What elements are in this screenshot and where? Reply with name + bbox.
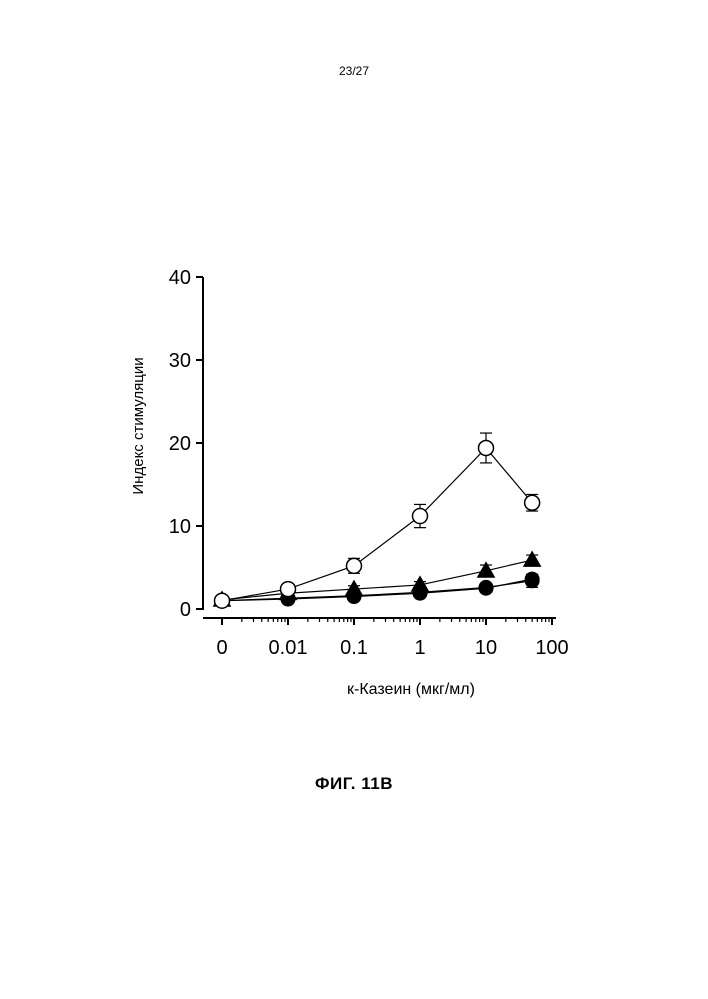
data-point-open-circle (413, 509, 428, 524)
x-tick-label: 0.01 (269, 637, 308, 659)
data-point-filled-circle (525, 574, 539, 588)
data-point-open-circle (281, 582, 296, 597)
y-tick-label: 40 (169, 267, 191, 289)
x-tick-label: 0.1 (340, 637, 368, 659)
series-line (222, 448, 532, 601)
data-point-filled-triangle (346, 581, 363, 596)
x-tick-label: 10 (475, 637, 497, 659)
y-tick-label: 30 (169, 350, 191, 372)
x-tick-label: 100 (535, 637, 568, 659)
x-tick-label: 0 (216, 637, 227, 659)
chart-series (214, 433, 541, 608)
y-tick-label: 10 (169, 516, 191, 538)
data-point-filled-triangle (524, 552, 541, 567)
data-point-open-circle (479, 440, 494, 455)
data-point-open-circle (215, 593, 230, 608)
data-point-open-circle (525, 495, 540, 510)
y-tick-label: 20 (169, 433, 191, 455)
data-point-filled-circle (479, 580, 493, 594)
data-point-open-circle (347, 558, 362, 573)
y-tick-label: 0 (180, 599, 191, 621)
x-axis-label: к-Казеин (мкг/мл) (347, 681, 475, 698)
y-axis-label: Индекс стимуляции (130, 357, 147, 494)
figure-caption: ФИГ. 11В (0, 774, 708, 794)
x-tick-label: 1 (414, 637, 425, 659)
